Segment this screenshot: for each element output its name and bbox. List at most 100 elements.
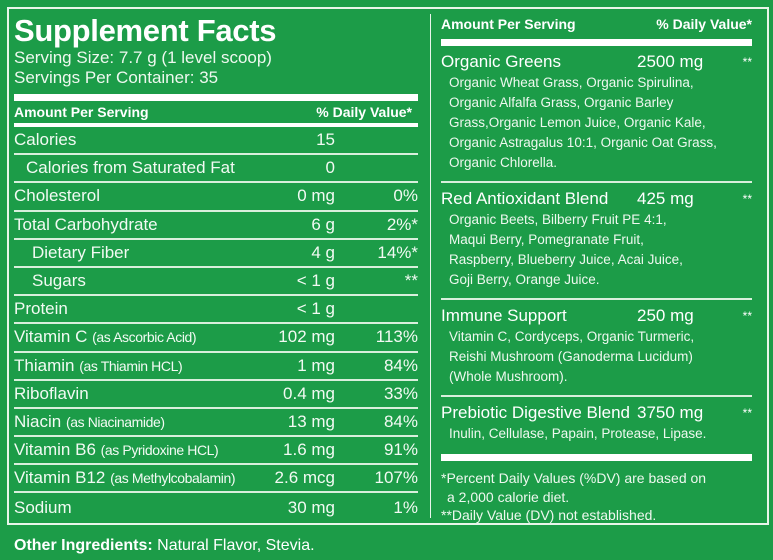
nutrient-row: Sugars < 1 g ** bbox=[14, 268, 418, 297]
blend-column-header: Amount Per Serving % Daily Value* bbox=[441, 13, 752, 35]
supplement-facts-panel bbox=[7, 7, 769, 525]
nutrient-table: Calories 15 Calories from Saturated Fat 0 Ch… bbox=[14, 127, 418, 522]
nutrient-source: (as Ascorbic Acid) bbox=[92, 329, 197, 346]
nutrient-label: Dietary Fiber bbox=[32, 242, 130, 262]
nutrient-amount: 1 mg bbox=[297, 355, 335, 375]
nutrient-dv: 107% bbox=[374, 468, 418, 488]
nutrient-label: Sodium bbox=[14, 497, 72, 517]
thin-divider bbox=[14, 123, 418, 127]
blend-amount: 2500 mg bbox=[637, 52, 704, 71]
nutrient-source: (as Thiamin HCL) bbox=[79, 357, 183, 374]
nutrient-row: Vitamin C (as Ascorbic Acid) 102 mg 113% bbox=[14, 324, 418, 353]
nutrient-amount: 0.4 mg bbox=[283, 383, 335, 403]
column-divider bbox=[430, 14, 431, 518]
nutrient-row: Protein < 1 g bbox=[14, 296, 418, 325]
nutrient-dv: 33% bbox=[383, 383, 418, 403]
nutrient-amount: 0 mg bbox=[297, 186, 335, 206]
nutrient-label: Thiamin bbox=[14, 355, 75, 375]
other-ingredients-label: Other Ingredients: bbox=[14, 537, 153, 554]
ingredient-line: Organic Beets, Bilberry Fruit PE 4:1, bbox=[449, 212, 667, 227]
ingredient-line: Inulin, Cellulase, Papain, Protease, Lip… bbox=[449, 426, 707, 441]
nutrient-label: Riboflavin bbox=[14, 383, 89, 403]
ingredient-line: (Whole Mushroom). bbox=[449, 369, 568, 384]
nutrient-name: Sodium bbox=[14, 498, 245, 518]
nutrient-label: Vitamin C bbox=[14, 327, 88, 347]
blend-dv: ** bbox=[742, 309, 752, 323]
nutrient-source: (as Niacinamide) bbox=[65, 413, 165, 430]
nutrient-row: Riboflavin 0.4 mg 33% bbox=[14, 381, 418, 409]
nutrient-amount: 102 mg bbox=[278, 327, 335, 347]
nutrient-label: Sugars bbox=[32, 271, 86, 291]
column-header: Amount Per Serving % Daily Value* bbox=[14, 101, 418, 123]
blend-ingredients: Organic Beets, Bilberry Fruit PE 4:1, Maq… bbox=[441, 209, 752, 290]
ingredient-line: Goji Berry, Orange Juice. bbox=[449, 272, 600, 287]
blend-amount: 425 mg bbox=[637, 189, 694, 208]
blend-name: Red Antioxidant Blend bbox=[441, 189, 609, 208]
amount-header: Amount Per Serving bbox=[14, 104, 149, 120]
nutrient-amount: < 1 g bbox=[296, 271, 335, 291]
ingredient-line: Organic Astragalus 10:1, Organic Oat Gra… bbox=[449, 135, 717, 150]
other-ingredients-value: Natural Flavor, Stevia. bbox=[152, 537, 315, 554]
nutrient-name: Calories bbox=[14, 130, 245, 150]
nutrient-label: Calories from Saturated Fat bbox=[26, 158, 235, 178]
nutrient-name: Thiamin (as Thiamin HCL) bbox=[14, 356, 245, 376]
servings-per-container: Servings Per Container: 35 bbox=[14, 68, 219, 87]
nutrient-name: Vitamin C (as Ascorbic Acid) bbox=[14, 327, 245, 347]
blend-item: Immune Support 250 mg ** Vitamin C, Cordyce… bbox=[441, 300, 752, 397]
blend-header: Red Antioxidant Blend 425 mg ** bbox=[441, 189, 752, 209]
blend-dv: ** bbox=[742, 406, 752, 420]
nutrient-label: Niacin bbox=[14, 411, 62, 431]
ingredient-line: Organic Alfalfa Grass, Organic Barley bbox=[449, 95, 674, 110]
ingredient-line: Raspberry, Blueberry Juice, Acai Juice, bbox=[449, 252, 683, 267]
blend-name: Immune Support bbox=[441, 306, 567, 325]
ingredient-line: Reishi Mushroom (Ganoderma Lucidum) bbox=[449, 349, 693, 364]
nutrient-dv: 84% bbox=[383, 411, 418, 431]
blend-list: Organic Greens 2500 mg ** Organic Wheat Gra… bbox=[441, 46, 752, 452]
nutrient-label: Vitamin B12 bbox=[14, 468, 106, 488]
ingredient-line: Vitamin C, Cordyceps, Organic Turmeric, bbox=[449, 329, 695, 344]
nutrient-dv: 14%* bbox=[377, 242, 418, 262]
blend-dv: ** bbox=[742, 55, 752, 69]
blend-header: Organic Greens 2500 mg ** bbox=[441, 52, 752, 72]
nutrient-name: Protein bbox=[14, 299, 245, 319]
blend-ingredients: Inulin, Cellulase, Papain, Protease, Lip… bbox=[441, 423, 752, 444]
nutrient-amount: < 1 g bbox=[296, 299, 335, 319]
ingredient-line: Grass,Organic Lemon Juice, Organic Kale, bbox=[449, 115, 706, 130]
blend-item: Prebiotic Digestive Blend 3750 mg ** Inulin… bbox=[441, 397, 752, 452]
blend-name: Organic Greens bbox=[441, 52, 561, 71]
nutrient-name: Vitamin B6 (as Pyridoxine HCL) bbox=[14, 440, 245, 460]
nutrient-label: Protein bbox=[14, 299, 68, 319]
right-column: Amount Per Serving % Daily Value* Organi… bbox=[441, 14, 752, 525]
ingredient-line: Maqui Berry, Pomegranate Fruit, bbox=[449, 232, 644, 247]
nutrient-source: (as Pyridoxine HCL) bbox=[100, 442, 219, 459]
nutrient-name: Dietary Fiber bbox=[14, 243, 245, 263]
nutrient-amount: 2.6 mcg bbox=[274, 468, 335, 488]
nutrient-row: Vitamin B12 (as Methylcobalamin) 2.6 mcg 1… bbox=[14, 465, 418, 494]
nutrient-name: Calories from Saturated Fat bbox=[14, 158, 245, 178]
nutrient-amount: 15 bbox=[316, 130, 335, 150]
nutrient-dv: 91% bbox=[383, 440, 418, 460]
blend-amount: 250 mg bbox=[637, 306, 694, 325]
nutrient-amount: 13 mg bbox=[287, 411, 335, 431]
nutrient-row: Total Carbohydrate 6 g 2%* bbox=[14, 212, 418, 240]
nutrient-dv: 0% bbox=[393, 186, 418, 206]
nutrient-source: (as Methylcobalamin) bbox=[110, 470, 236, 487]
thick-divider bbox=[441, 454, 752, 461]
footnote: **Daily Value (DV) not established. bbox=[441, 507, 657, 523]
nutrient-dv: 113% bbox=[375, 327, 418, 347]
nutrient-dv: 84% bbox=[383, 355, 418, 375]
nutrient-row: Niacin (as Niacinamide) 13 mg 84% bbox=[14, 409, 418, 438]
nutrient-label: Vitamin B6 bbox=[14, 440, 96, 460]
footnote: a 2,000 calorie diet. bbox=[447, 488, 570, 505]
dv-header: % Daily Value* bbox=[656, 16, 752, 32]
nutrient-label: Total Carbohydrate bbox=[14, 214, 158, 234]
nutrient-name: Sugars bbox=[14, 271, 245, 291]
nutrient-row: Vitamin B6 (as Pyridoxine HCL) 1.6 mg 91% bbox=[14, 437, 418, 466]
blend-name: Prebiotic Digestive Blend bbox=[441, 403, 630, 422]
nutrient-amount: 4 g bbox=[311, 242, 335, 262]
nutrient-label: Cholesterol bbox=[14, 186, 100, 206]
blend-header: Immune Support 250 mg ** bbox=[441, 306, 752, 326]
blend-item: Red Antioxidant Blend 425 mg ** Organic Bee… bbox=[441, 183, 752, 300]
ingredient-line: Organic Chlorella. bbox=[449, 155, 558, 170]
nutrient-amount: 0 bbox=[325, 158, 335, 178]
